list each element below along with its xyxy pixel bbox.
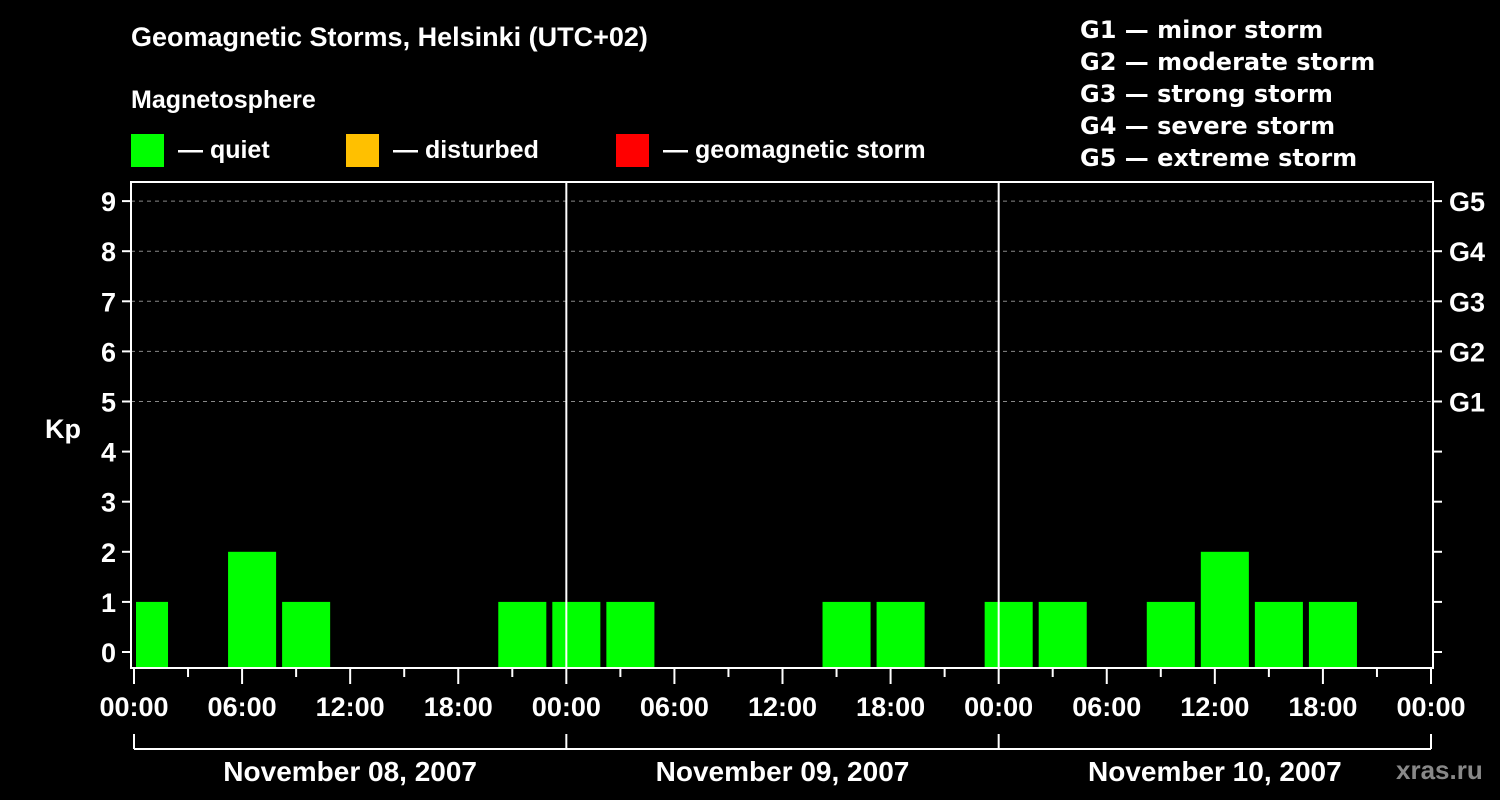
x-tick-label: 06:00 bbox=[208, 692, 277, 722]
g-scale-item: G5 — extreme storm bbox=[1080, 144, 1358, 172]
kp-bar bbox=[136, 601, 169, 668]
y-tick-label: 1 bbox=[101, 588, 116, 618]
kp-bar bbox=[1038, 601, 1087, 668]
x-tick-label: 18:00 bbox=[1288, 692, 1357, 722]
quiet-swatch bbox=[131, 133, 164, 167]
x-tick-label: 00:00 bbox=[532, 692, 601, 722]
g-scale-item: G1 — minor storm bbox=[1080, 16, 1324, 44]
day-label: November 10, 2007 bbox=[1088, 756, 1342, 787]
y-tick-label: 2 bbox=[101, 538, 116, 568]
legend-item-storm: — geomagnetic storm bbox=[616, 133, 926, 167]
g-scale-label: G5 bbox=[1449, 187, 1485, 217]
g-scale-label: G4 bbox=[1449, 237, 1485, 267]
kp-bar bbox=[282, 601, 331, 668]
x-tick-label: 18:00 bbox=[424, 692, 493, 722]
watermark: xras.ru bbox=[1396, 755, 1483, 785]
y-tick-label: 4 bbox=[101, 438, 116, 468]
kp-bar bbox=[1254, 601, 1303, 668]
y-axis-label: Kp bbox=[45, 414, 81, 444]
kp-bar bbox=[552, 601, 601, 668]
x-tick-label: 06:00 bbox=[640, 692, 709, 722]
x-tick-label: 12:00 bbox=[748, 692, 817, 722]
chart-title: Geomagnetic Storms, Helsinki (UTC+02) bbox=[131, 22, 648, 52]
legend-label: — disturbed bbox=[393, 135, 539, 164]
g-scale-legend: G1 — minor storm G2 — moderate storm G3 … bbox=[1080, 14, 1375, 174]
y-tick-label: 0 bbox=[101, 638, 116, 668]
kp-bar bbox=[606, 601, 655, 668]
day-label: November 08, 2007 bbox=[223, 756, 477, 787]
x-tick-label: 00:00 bbox=[1396, 692, 1465, 722]
kp-bar bbox=[876, 601, 925, 668]
legend-title: Magnetosphere bbox=[131, 86, 316, 114]
g-scale-item: G2 — moderate storm bbox=[1080, 48, 1376, 76]
x-tick-label: 18:00 bbox=[856, 692, 925, 722]
g-scale-item: G4 — severe storm bbox=[1080, 112, 1336, 140]
x-tick-label: 00:00 bbox=[99, 692, 168, 722]
day-label: November 09, 2007 bbox=[656, 756, 910, 787]
y-tick-label: 5 bbox=[101, 388, 116, 418]
kp-bar bbox=[984, 601, 1033, 668]
legend-label: — quiet bbox=[178, 135, 270, 164]
kp-bar bbox=[228, 551, 277, 668]
x-tick-label: 12:00 bbox=[1180, 692, 1249, 722]
g-scale-label: G1 bbox=[1449, 388, 1485, 418]
x-tick-label: 12:00 bbox=[316, 692, 385, 722]
x-tick-label: 00:00 bbox=[964, 692, 1033, 722]
kp-bar bbox=[822, 601, 871, 668]
kp-bar bbox=[1200, 551, 1249, 668]
g-scale-label: G3 bbox=[1449, 287, 1485, 317]
y-tick-label: 9 bbox=[101, 187, 116, 217]
legend-item-quiet: — quiet bbox=[131, 133, 270, 167]
y-tick-label: 3 bbox=[101, 488, 116, 518]
storm-swatch bbox=[616, 133, 649, 167]
y-tick-label: 6 bbox=[101, 337, 116, 367]
legend-item-disturbed: — disturbed bbox=[346, 133, 539, 167]
g-scale-item: G3 — strong storm bbox=[1080, 80, 1333, 108]
legend-label: — geomagnetic storm bbox=[663, 135, 926, 164]
x-tick-label: 06:00 bbox=[1072, 692, 1141, 722]
y-tick-label: 7 bbox=[101, 287, 116, 317]
kp-bar bbox=[498, 601, 547, 668]
disturbed-swatch bbox=[346, 133, 379, 167]
kp-bar bbox=[1308, 601, 1357, 668]
g-scale-label: G2 bbox=[1449, 337, 1485, 367]
kp-bar bbox=[1146, 601, 1195, 668]
y-tick-label: 8 bbox=[101, 237, 116, 267]
